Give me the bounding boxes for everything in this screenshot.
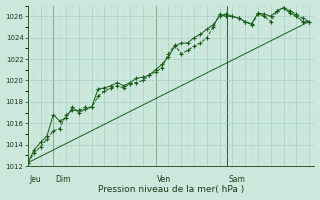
Text: Jeu: Jeu [29, 175, 41, 184]
X-axis label: Pression niveau de la mer( hPa ): Pression niveau de la mer( hPa ) [98, 185, 244, 194]
Text: Ven: Ven [157, 175, 171, 184]
Text: Dim: Dim [55, 175, 70, 184]
Text: Sam: Sam [229, 175, 245, 184]
